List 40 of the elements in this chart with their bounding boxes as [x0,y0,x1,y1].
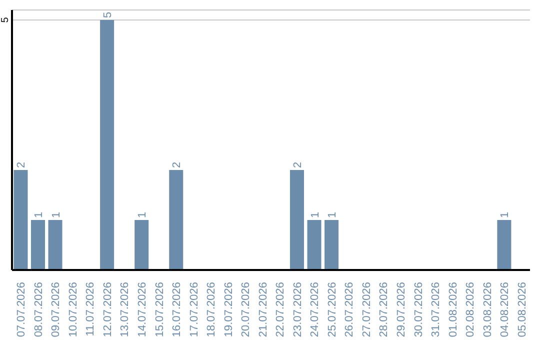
x-tick-label: 22.07.2026 [274,282,287,338]
data-label: 2 [292,162,304,168]
x-tick-label: 21.07.2026 [257,282,270,338]
data-label: 5 [102,12,114,18]
x-tick-label: 28.07.2026 [378,282,390,338]
x-tick-label: 30.07.2026 [412,282,425,338]
x-tick-label: 24.07.2026 [309,282,322,338]
x-tick-label: 09.07.2026 [50,282,62,338]
x-tick-label: 27.07.2026 [360,282,373,338]
data-label: 2 [171,162,184,168]
x-tick-label: 10.07.2026 [67,282,80,338]
x-tick-label: 20.07.2026 [240,282,252,338]
data-label: 1 [499,212,512,218]
data-label: 1 [309,212,322,218]
data-label: 2 [16,162,28,168]
x-tick-label: 14.07.2026 [136,282,148,338]
x-tick-label: 12.07.2026 [102,282,114,338]
x-tick-label: 11.07.2026 [84,282,97,336]
x-tick-label: 23.07.2026 [292,282,304,338]
x-tick-label: 16.07.2026 [171,282,184,338]
x-tick-label: 26.07.2026 [344,282,356,338]
data-label: 1 [32,212,45,218]
x-tick-label: 01.08.2026 [447,282,460,338]
x-tick-label: 04.08.2026 [499,282,512,338]
x-tick-label: 17.07.2026 [188,282,200,338]
data-label: 1 [50,212,62,218]
x-tick-label: 29.07.2026 [396,282,408,338]
data-label: 1 [326,212,339,218]
x-tick-label: 08.07.2026 [32,282,45,338]
x-tick-label: 07.07.2026 [16,282,28,338]
x-tick-label: 13.07.2026 [119,282,132,338]
x-tick-label: 18.07.2026 [206,282,218,338]
x-tick-label: 02.08.2026 [464,282,477,338]
x-tick-label: 05.08.2026 [516,282,528,338]
data-label: 1 [136,212,149,218]
x-tick-label: 31.07.2026 [430,282,442,338]
x-tick-label: 19.07.2026 [222,282,235,338]
x-tick-label: 25.07.2026 [326,282,338,338]
x-tick-label: 15.07.2026 [154,282,166,338]
x-tick-label: 03.08.2026 [482,282,494,338]
